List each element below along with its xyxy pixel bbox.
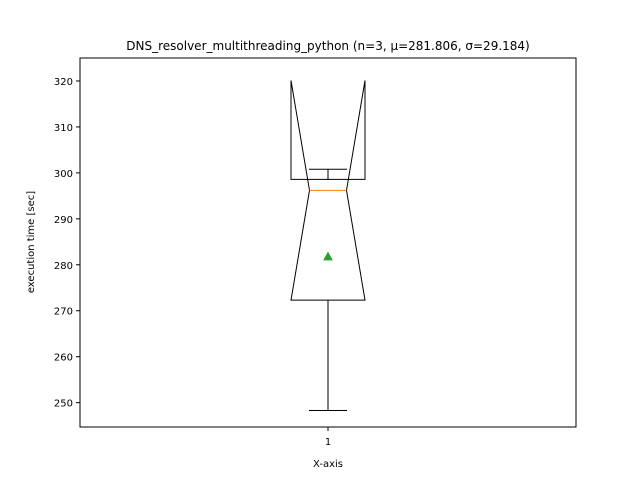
- y-tick-label: 290: [54, 215, 73, 226]
- plot-area: [290, 80, 366, 411]
- x-axis: 1: [325, 427, 331, 448]
- y-tick-label: 270: [54, 307, 73, 318]
- y-tick-label: 250: [54, 399, 73, 410]
- x-axis-label: X-axis: [313, 459, 343, 470]
- chart-title: DNS_resolver_multithreading_python (n=3,…: [126, 39, 529, 53]
- y-tick-label: 320: [54, 77, 73, 88]
- y-tick-label: 300: [54, 169, 73, 180]
- mean-marker: [323, 251, 333, 261]
- axes-frame: [79, 57, 577, 428]
- y-axis-label: execution time [sec]: [26, 191, 37, 293]
- y-axis: 250 260 270 280 290 300 310 320: [54, 77, 80, 410]
- y-tick-label: 260: [54, 353, 73, 364]
- y-tick-label: 280: [54, 261, 73, 272]
- y-tick-label: 310: [54, 123, 73, 134]
- x-tick-label: 1: [325, 437, 331, 448]
- box-notched: [290, 80, 366, 301]
